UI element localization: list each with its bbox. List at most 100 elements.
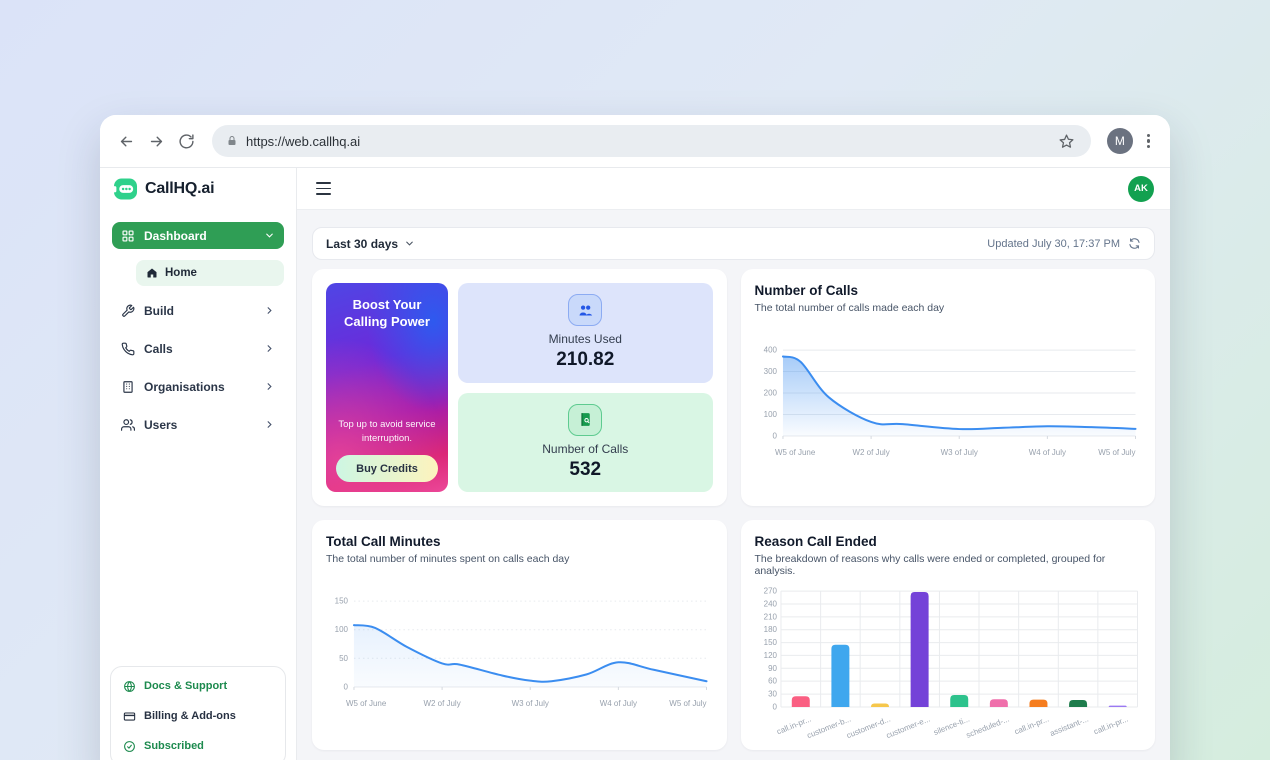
building-icon (123, 380, 133, 393)
app-logo: CallHQ.ai (100, 168, 296, 210)
date-range-label: Last 30 days (326, 236, 399, 251)
svg-text:W3 of July: W3 of July (940, 448, 977, 457)
chevron-down-icon (406, 241, 413, 246)
footer-item-label: Subscribed (144, 740, 204, 752)
phone-icon (121, 342, 135, 355)
contact-book-icon (568, 403, 603, 436)
sidebar-item-dashboard[interactable]: Dashboard (112, 222, 284, 249)
sidebar-item-users[interactable]: Users (112, 411, 284, 438)
svg-text:150: 150 (763, 638, 777, 647)
robot-logo-icon (113, 178, 138, 200)
sidebar-item-label: Dashboard (144, 228, 207, 243)
address-bar[interactable]: https://web.callhq.ai (212, 125, 1091, 157)
total-call-minutes-chart-card: Total Call Minutes The total number of m… (312, 520, 727, 750)
promo-card: Boost Your Calling Power Top up to avoid… (326, 283, 448, 492)
billing-addons-link[interactable]: Billing & Add-ons (111, 701, 285, 731)
svg-text:300: 300 (763, 367, 777, 376)
svg-text:customer-d...: customer-d... (845, 714, 891, 740)
svg-text:0: 0 (772, 702, 777, 711)
svg-text:50: 50 (339, 654, 348, 663)
browser-profile-avatar[interactable]: M (1106, 128, 1133, 154)
chart-subtitle: The total number of minutes spent on cal… (326, 553, 570, 565)
overview-card: Boost Your Calling Power Top up to avoid… (312, 269, 727, 506)
svg-text:W5 of June: W5 of June (346, 699, 387, 708)
svg-text:W5 of July: W5 of July (1098, 448, 1135, 457)
sidebar-item-label: Home (165, 267, 197, 279)
svg-text:100: 100 (335, 625, 349, 634)
updated-status: Updated July 30, 17:37 PM (987, 237, 1141, 250)
svg-text:W4 of July: W4 of July (600, 699, 637, 708)
stat-label: Minutes Used (548, 332, 622, 347)
user-avatar[interactable]: AK (1128, 175, 1154, 202)
svg-text:270: 270 (763, 587, 777, 596)
chevron-right-icon (267, 421, 272, 428)
people-icon (568, 294, 603, 327)
sidebar-item-organisations[interactable]: Organisations (112, 373, 284, 400)
svg-text:210: 210 (763, 612, 777, 621)
stat-value: 532 (569, 458, 602, 480)
svg-text:W2 of July: W2 of July (423, 699, 460, 708)
back-icon[interactable] (116, 131, 136, 151)
svg-text:90: 90 (768, 664, 777, 673)
svg-text:240: 240 (763, 599, 777, 608)
stat-label: Number of Calls (542, 441, 629, 456)
number-of-calls-card: Number of Calls 532 (458, 392, 713, 492)
chevron-right-icon (267, 307, 272, 314)
refresh-icon[interactable] (1128, 237, 1141, 250)
svg-text:0: 0 (772, 431, 777, 440)
lock-icon (228, 136, 236, 145)
sidebar-item-label: Organisations (144, 379, 225, 394)
svg-text:W5 of June: W5 of June (774, 448, 815, 457)
minutes-used-card: Minutes Used 210.82 (458, 283, 713, 383)
sidebar-nav: Dashboard Home Build Calls (100, 210, 296, 438)
svg-text:30: 30 (768, 690, 777, 699)
tools-icon (122, 304, 135, 317)
reload-icon[interactable] (176, 131, 196, 151)
sidebar: CallHQ.ai Dashboard Home Build (100, 168, 297, 760)
sidebar-item-label: Users (144, 417, 178, 432)
number-of-calls-chart: 0 100 200 300 400 W5 of June W2 of July W3 of J… (755, 340, 1142, 467)
svg-text:150: 150 (335, 597, 349, 606)
svg-text:180: 180 (763, 625, 777, 634)
svg-text:60: 60 (768, 677, 777, 686)
docs-support-link[interactable]: Docs & Support (111, 671, 285, 701)
browser-menu-icon[interactable] (1143, 130, 1154, 153)
footer-item-label: Billing & Add-ons (144, 710, 236, 722)
chart-subtitle: The total number of calls made each day (754, 302, 945, 314)
svg-text:call.in-pr...: call.in-pr... (1013, 714, 1050, 736)
sidebar-item-calls[interactable]: Calls (112, 335, 284, 362)
date-range-dropdown[interactable]: Last 30 days (326, 237, 415, 251)
svg-text:400: 400 (763, 346, 777, 355)
bookmark-star-icon[interactable] (1057, 131, 1077, 151)
total-call-minutes-chart: 0 50 100 150 W5 of June W2 of July W3 of July W… (326, 591, 713, 718)
sidebar-item-build[interactable]: Build (112, 297, 284, 324)
chart-title: Reason Call Ended (754, 534, 877, 549)
chart-subtitle: The breakdown of reasons why calls were … (754, 553, 1106, 577)
svg-text:120: 120 (763, 651, 777, 660)
svg-text:call.in-pr...: call.in-pr... (1092, 714, 1129, 736)
forward-icon[interactable] (146, 131, 166, 151)
app-logo-text: CallHQ.ai (145, 180, 215, 197)
promo-title: Boost Your Calling Power (344, 297, 430, 329)
url-text: https://web.callhq.ai (246, 133, 361, 149)
promo-subtitle: Top up to avoid service interruption. (338, 419, 436, 445)
svg-text:assistant-...: assistant-... (1048, 714, 1089, 738)
dashboard-grid-icon (122, 229, 134, 242)
sidebar-footer-card: Docs & Support Billing & Add-ons Subscri… (110, 666, 286, 760)
chart-title: Number of Calls (754, 283, 859, 298)
svg-text:customer-e...: customer-e... (884, 714, 930, 740)
check-circle-icon (124, 740, 135, 752)
svg-text:W2 of July: W2 of July (852, 448, 889, 457)
svg-text:200: 200 (763, 389, 777, 398)
sidebar-item-label: Build (144, 303, 174, 318)
subscribed-status[interactable]: Subscribed (111, 731, 285, 760)
hamburger-menu-icon[interactable] (313, 179, 334, 197)
updated-label: Updated July 30, 17:37 PM (987, 237, 1120, 250)
browser-toolbar: https://web.callhq.ai M (100, 115, 1170, 168)
stat-value: 210.82 (556, 349, 615, 371)
sidebar-item-home[interactable]: Home (136, 260, 284, 286)
buy-credits-button[interactable]: Buy Credits (336, 455, 438, 482)
main-header: AK (297, 168, 1170, 210)
svg-text:100: 100 (763, 410, 777, 419)
home-icon (147, 268, 157, 278)
